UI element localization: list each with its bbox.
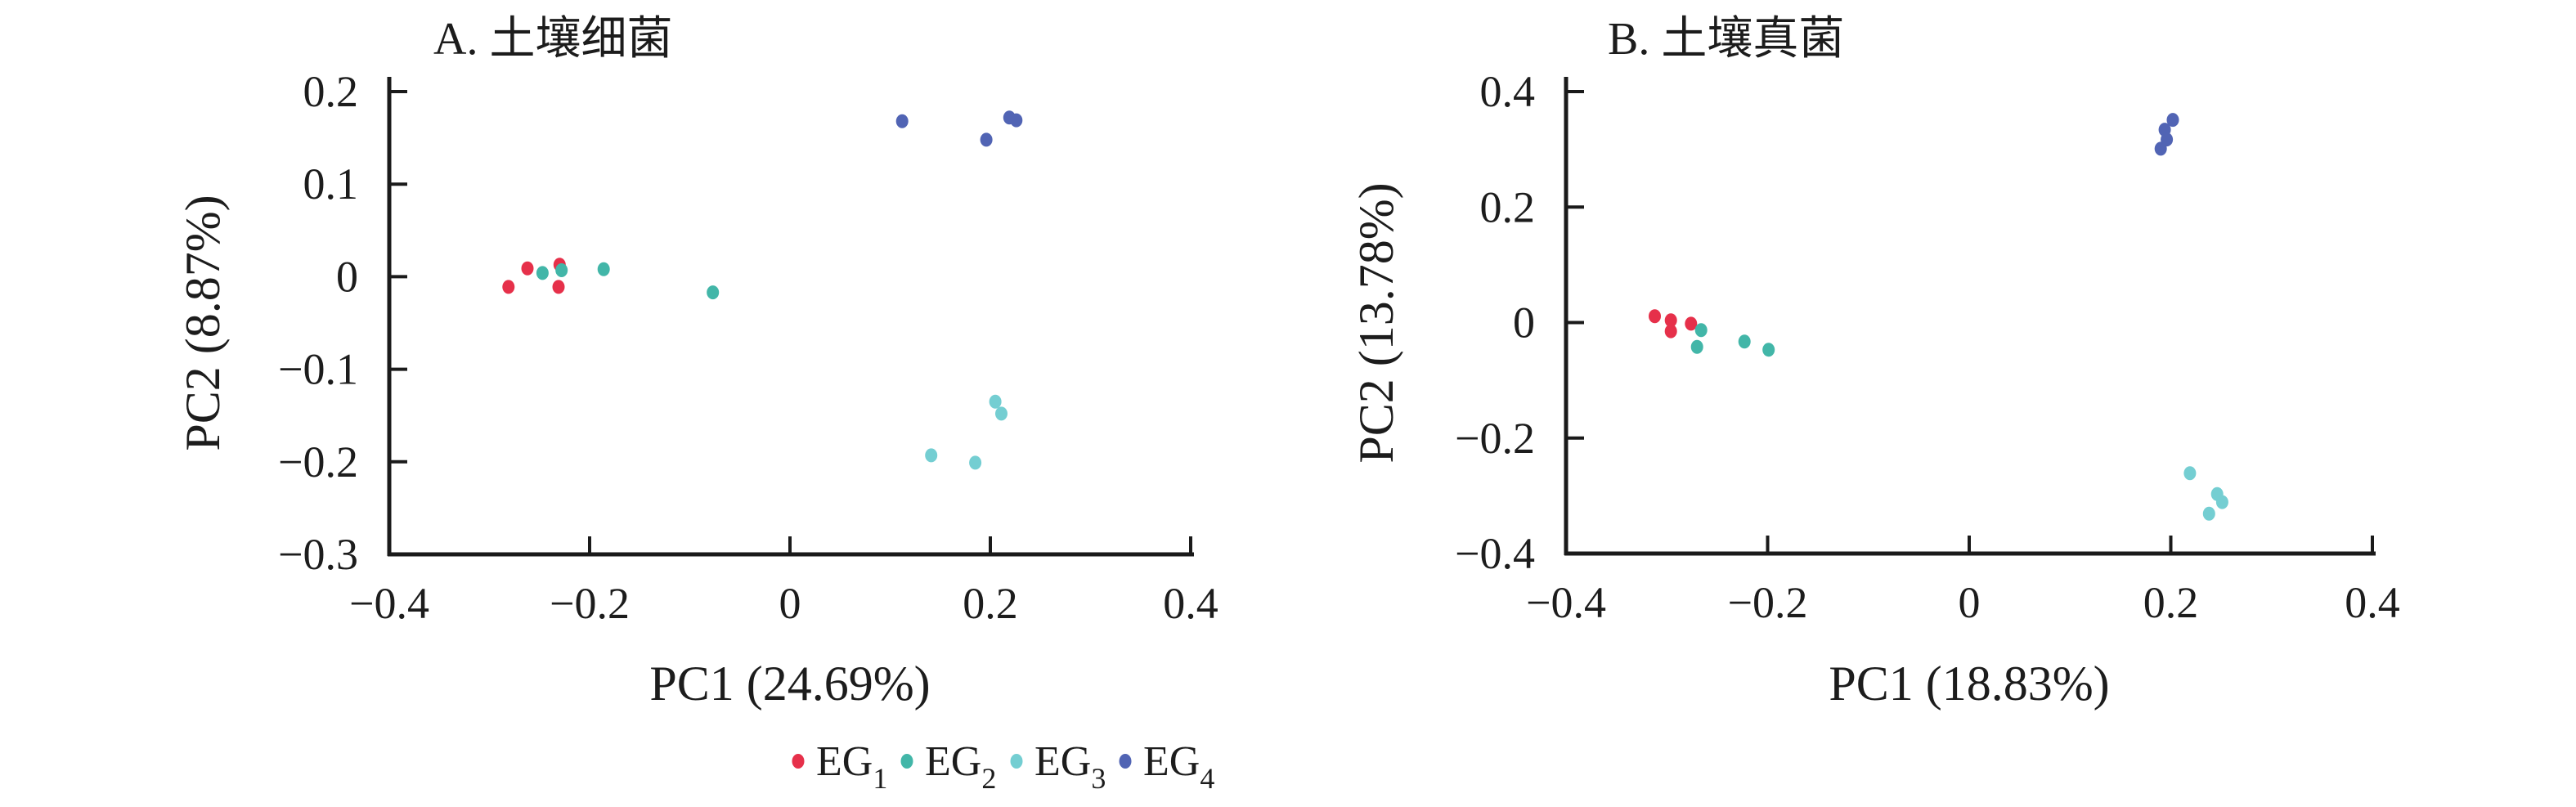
series-eg3 xyxy=(925,394,1008,470)
data-point-eg2 xyxy=(707,285,720,300)
x-tick-label: 0.2 xyxy=(2143,578,2199,627)
data-point-eg2 xyxy=(1690,339,1703,354)
x-tick-label: −0.2 xyxy=(1728,578,1808,627)
legend-marker-eg2 xyxy=(900,754,913,769)
panel-title: B. 土壤真菌 xyxy=(1608,14,1844,65)
series-eg2 xyxy=(536,262,720,300)
data-point-eg3 xyxy=(2202,506,2215,521)
series-eg2 xyxy=(1690,323,1775,357)
legend-item-eg1: EG1 xyxy=(792,738,887,795)
x-tick-label: 0.4 xyxy=(1163,579,1218,628)
x-tick-label: 0 xyxy=(779,579,801,628)
series-eg1 xyxy=(1649,309,1698,338)
y-tick-label: 0 xyxy=(336,252,358,301)
x-tick-label: −0.4 xyxy=(349,579,429,628)
y-tick-label: −0.1 xyxy=(278,345,358,394)
data-point-eg4 xyxy=(980,132,993,147)
data-point-eg1 xyxy=(1685,316,1698,331)
y-axis-title: PC2 (13.78%) xyxy=(1349,182,1403,463)
x-tick-label: 0.4 xyxy=(2345,578,2400,627)
data-point-eg2 xyxy=(1738,334,1751,349)
series-eg4 xyxy=(2154,113,2179,156)
data-point-eg2 xyxy=(597,262,610,276)
data-point-eg1 xyxy=(552,280,565,294)
series-eg4 xyxy=(895,110,1023,147)
legend-label-eg2: EG2 xyxy=(925,738,996,795)
data-point-eg4 xyxy=(1010,113,1023,128)
data-point-eg1 xyxy=(1664,313,1677,328)
y-tick-label: 0.2 xyxy=(303,67,359,116)
data-point-eg4 xyxy=(2166,113,2179,128)
legend-item-eg3: EG3 xyxy=(1010,738,1106,795)
x-tick-label: 0.2 xyxy=(963,579,1018,628)
x-axis-title: PC1 (18.83%) xyxy=(1829,657,2109,711)
legend-marker-eg4 xyxy=(1119,754,1132,769)
x-tick-label: −0.2 xyxy=(550,579,630,628)
panel-title: A. 土壤细菌 xyxy=(433,14,672,65)
data-point-eg3 xyxy=(2215,495,2228,509)
y-tick-label: −0.3 xyxy=(278,530,358,579)
panel-b: −0.4 −0.2 0 0.2 0.4 0.4 0.2 0 −0.2 −0.4 B. 土壤真菌 PC1… xyxy=(1349,14,2400,711)
y-tick-label: 0.2 xyxy=(1480,182,1536,231)
y-tick-label: 0.4 xyxy=(1480,67,1536,116)
legend-item-eg4: EG4 xyxy=(1119,738,1214,795)
x-axis-title: PC1 (24.69%) xyxy=(649,657,930,711)
y-tick-label: 0 xyxy=(1513,298,1535,347)
x-tick-label: −0.4 xyxy=(1526,578,1606,627)
y-tick-label: −0.2 xyxy=(1455,414,1535,463)
legend-label-eg1: EG1 xyxy=(816,738,887,795)
data-point-eg3 xyxy=(925,448,938,463)
data-point-eg3 xyxy=(989,394,1002,409)
data-point-eg3 xyxy=(995,406,1008,421)
data-point-eg2 xyxy=(1762,343,1775,357)
y-tick-label: −0.2 xyxy=(278,437,358,486)
data-point-eg2 xyxy=(1694,323,1708,338)
series-eg1 xyxy=(502,258,566,294)
legend-label-eg4: EG4 xyxy=(1143,738,1214,795)
x-tick-label: 0 xyxy=(1959,578,1981,627)
data-point-eg1 xyxy=(1664,324,1677,338)
legend: EG1 EG2 EG3 EG4 xyxy=(792,738,1214,795)
data-point-eg2 xyxy=(536,266,549,280)
data-point-eg1 xyxy=(502,280,515,294)
data-point-eg1 xyxy=(1649,309,1661,324)
data-point-eg4 xyxy=(895,114,909,128)
series-eg3 xyxy=(2183,466,2228,521)
panel-a: −0.4 −0.2 0 0.2 0.4 0.2 0.1 0 −0.1 −0.2 −0.3 A. 土壤细… xyxy=(176,14,1218,711)
data-point-eg1 xyxy=(521,261,534,276)
data-point-eg4 xyxy=(2154,141,2167,156)
data-point-eg3 xyxy=(2183,466,2197,481)
data-point-eg3 xyxy=(969,455,982,470)
data-point-eg2 xyxy=(555,263,568,277)
legend-marker-eg1 xyxy=(792,754,805,769)
y-tick-label: −0.4 xyxy=(1455,529,1535,578)
legend-item-eg2: EG2 xyxy=(900,738,996,795)
y-axis-title: PC2 (8.87%) xyxy=(176,195,230,451)
legend-label-eg3: EG3 xyxy=(1034,738,1106,795)
legend-marker-eg3 xyxy=(1010,754,1023,769)
y-tick-label: 0.1 xyxy=(303,159,359,208)
